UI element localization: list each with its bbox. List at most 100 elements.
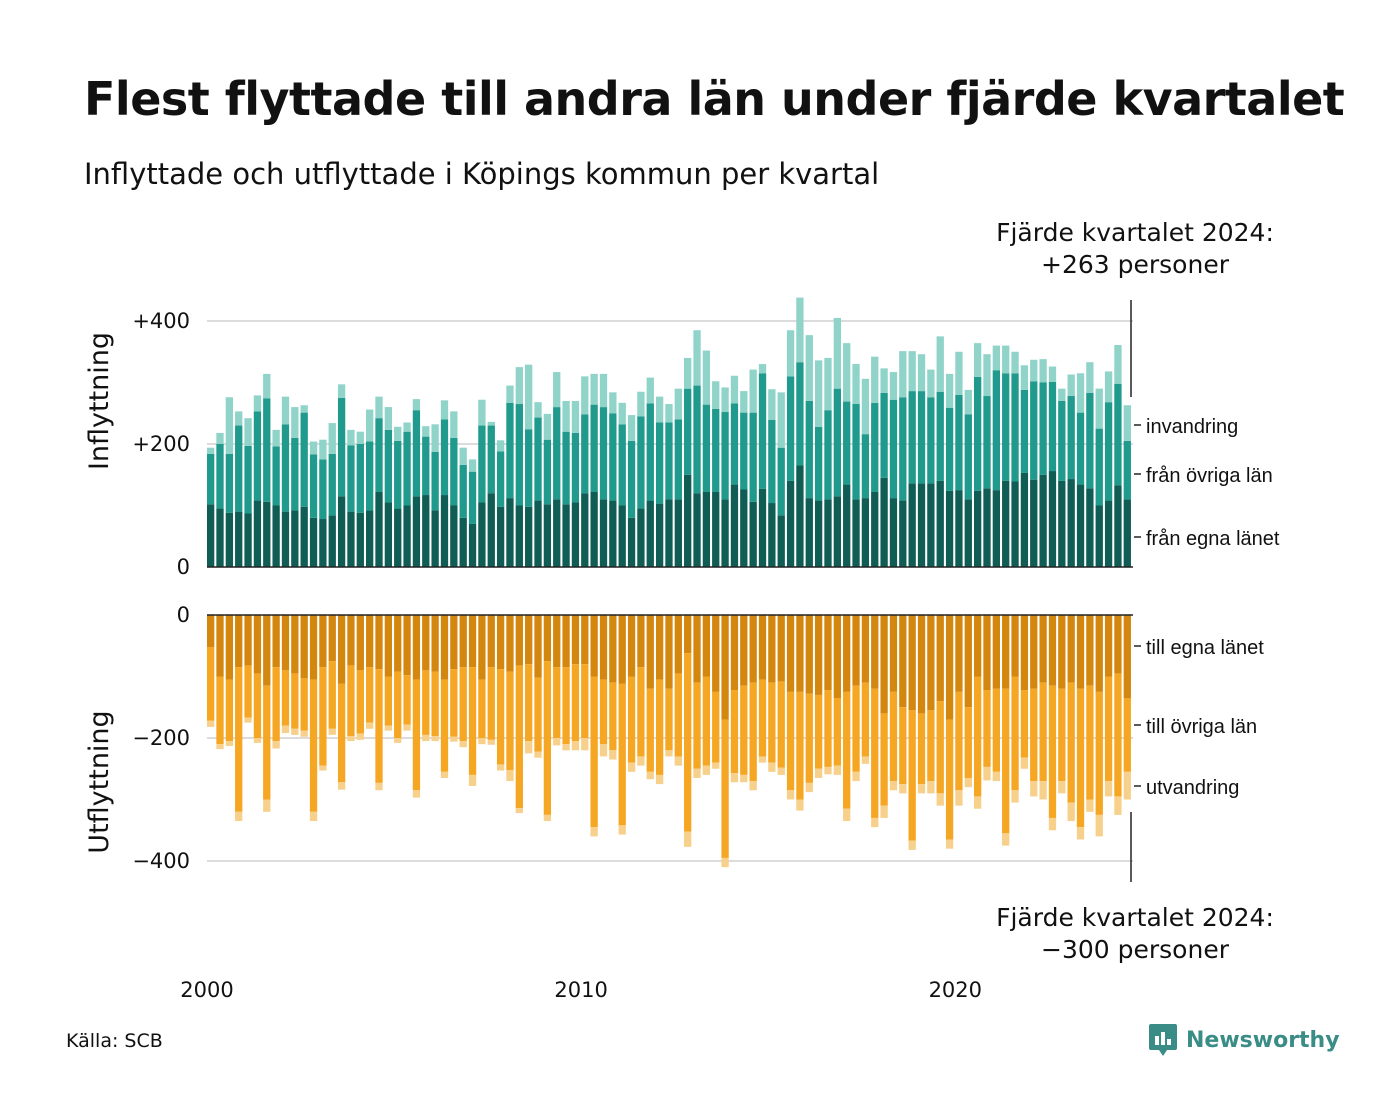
bar-out-abroad xyxy=(1067,802,1075,822)
bar-out-other xyxy=(412,679,421,791)
bar-in-other xyxy=(1002,373,1010,481)
y-axis-title-bottom: Utflyttning xyxy=(84,710,115,853)
bar-in-abroad xyxy=(861,378,870,435)
bar-in-abroad xyxy=(814,360,823,427)
bar-in-abroad xyxy=(384,407,393,430)
bar-out-own xyxy=(992,615,1000,689)
bar-out-abroad xyxy=(936,793,944,806)
bar-in-other xyxy=(515,404,523,506)
bar-in-other xyxy=(973,376,982,491)
bar-out-abroad xyxy=(627,762,636,772)
bar-in-other xyxy=(917,391,926,484)
bar-out-other xyxy=(908,710,916,841)
callout-inflyttning: Fjärde kvartalet 2024: +263 personer xyxy=(985,217,1285,281)
bar-in-other xyxy=(936,391,944,481)
bar-in-abroad xyxy=(1076,373,1085,413)
bar-out-abroad xyxy=(1020,757,1029,769)
bar-out-abroad xyxy=(973,796,982,809)
bar-out-other xyxy=(403,675,411,725)
bar-out-abroad xyxy=(674,756,682,766)
bar-in-other xyxy=(964,414,972,500)
bar-in-other xyxy=(553,407,561,500)
bar-in-other xyxy=(712,408,720,492)
bar-out-own xyxy=(833,615,841,699)
bar-out-other xyxy=(253,673,262,738)
bar-in-other xyxy=(665,422,673,500)
bar-out-abroad xyxy=(571,741,580,751)
bar-in-abroad xyxy=(562,400,570,432)
bar-in-abroad xyxy=(468,459,477,472)
bar-out-own xyxy=(291,615,299,674)
bar-in-own xyxy=(534,500,542,567)
bar-out-abroad xyxy=(927,781,935,794)
bar-in-other xyxy=(609,413,617,501)
bar-in-abroad xyxy=(403,422,411,432)
bar-out-other xyxy=(693,682,701,769)
bar-out-abroad xyxy=(1095,814,1103,837)
bar-in-abroad xyxy=(908,351,916,392)
bar-in-abroad xyxy=(786,330,795,377)
bar-in-own xyxy=(450,505,458,567)
bar-out-abroad xyxy=(525,741,533,754)
bar-in-own xyxy=(618,505,626,567)
bar-out-abroad xyxy=(599,744,608,757)
bar-in-abroad xyxy=(487,421,495,426)
bar-in-own xyxy=(1011,481,1019,567)
bar-out-abroad xyxy=(740,774,748,783)
y-tick-top: 0 xyxy=(177,555,190,579)
bar-in-own xyxy=(852,499,860,567)
bar-in-other xyxy=(945,407,954,491)
bar-out-own xyxy=(440,615,449,680)
bar-in-own xyxy=(1020,472,1029,567)
bar-out-abroad xyxy=(749,781,757,791)
bar-in-other xyxy=(300,412,308,507)
bar-in-own xyxy=(1114,485,1122,567)
bar-out-other xyxy=(319,667,327,766)
bar-in-abroad xyxy=(627,415,636,441)
bar-out-own xyxy=(1123,615,1131,699)
bar-out-own xyxy=(786,615,795,692)
bar-out-other xyxy=(1011,676,1019,791)
bar-in-abroad xyxy=(599,373,608,408)
bar-out-own xyxy=(655,615,664,680)
bar-out-own xyxy=(207,615,215,647)
series-label-in: från övriga län xyxy=(1146,465,1273,487)
bar-in-other xyxy=(431,452,439,511)
bar-out-other xyxy=(945,719,954,840)
bar-out-own xyxy=(1104,615,1113,677)
y-axis-title-top: Inflyttning xyxy=(84,332,115,470)
bar-out-own xyxy=(1002,615,1010,689)
bar-in-own xyxy=(833,496,841,567)
bar-in-own xyxy=(964,499,972,567)
bar-out-other xyxy=(1095,691,1103,815)
bar-out-own xyxy=(637,615,645,668)
bar-in-other xyxy=(889,399,898,499)
bar-out-own xyxy=(1058,615,1066,689)
x-tick-label: 2010 xyxy=(554,978,607,1002)
bar-out-own xyxy=(702,615,711,677)
bar-out-abroad xyxy=(534,751,542,758)
bar-in-abroad xyxy=(1086,362,1094,393)
bar-in-abroad xyxy=(543,413,552,440)
bar-out-other xyxy=(468,667,477,775)
bar-in-other xyxy=(1104,402,1113,501)
bar-out-abroad xyxy=(225,741,234,746)
bar-in-own xyxy=(655,503,664,567)
bar-out-other xyxy=(496,669,505,765)
bar-in-abroad xyxy=(272,429,280,447)
bar-in-other xyxy=(478,425,486,503)
bar-out-own xyxy=(309,615,318,680)
bar-out-abroad xyxy=(1048,817,1057,831)
bar-in-abroad xyxy=(936,336,944,392)
series-label-in: invandring xyxy=(1146,416,1238,438)
bar-in-abroad xyxy=(1067,374,1075,397)
bar-out-abroad xyxy=(786,790,795,800)
bar-in-abroad xyxy=(431,424,439,452)
bar-in-own xyxy=(496,506,505,567)
bar-in-own xyxy=(328,515,336,567)
bar-in-abroad xyxy=(618,402,626,425)
chart-subtitle: Inflyttade och utflyttade i Köpings komm… xyxy=(84,157,880,191)
bar-in-abroad xyxy=(356,431,364,444)
bar-in-own xyxy=(983,488,991,567)
bar-out-abroad xyxy=(263,799,271,812)
